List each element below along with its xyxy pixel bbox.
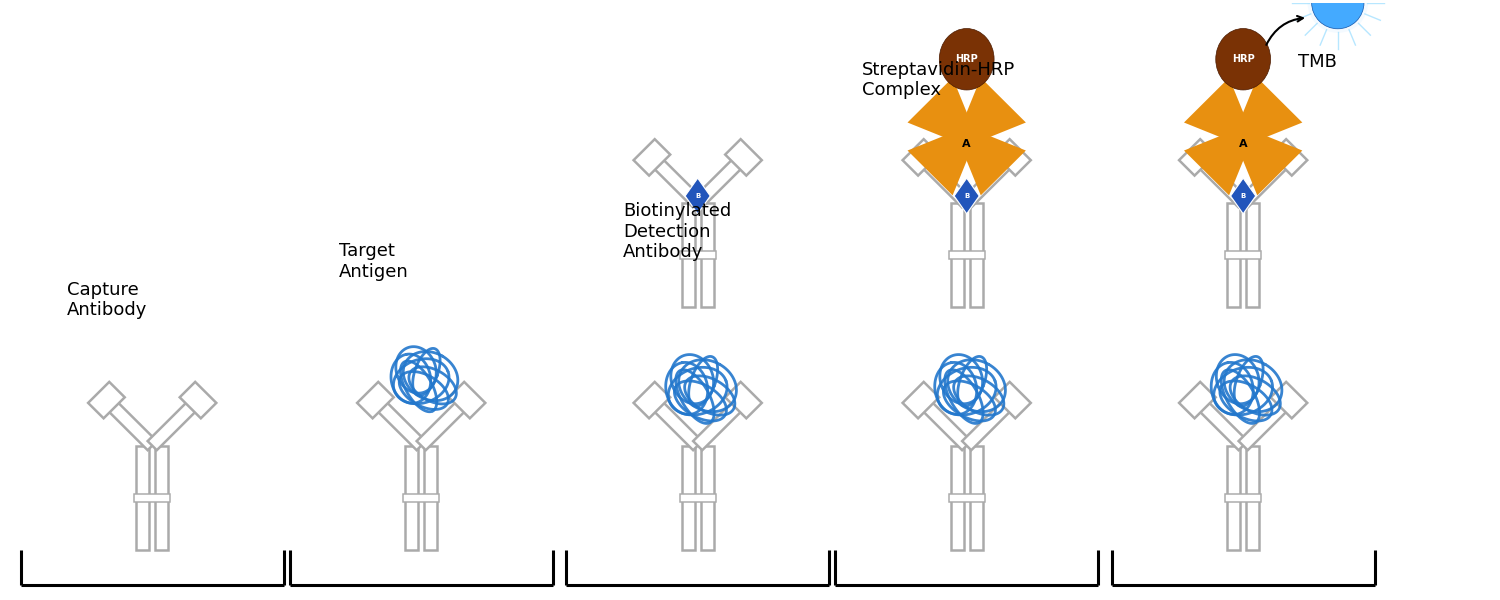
Ellipse shape: [1216, 29, 1270, 90]
Polygon shape: [424, 446, 436, 550]
Ellipse shape: [939, 29, 994, 90]
Polygon shape: [724, 139, 762, 176]
Polygon shape: [370, 395, 426, 450]
Polygon shape: [951, 203, 963, 307]
Bar: [680, 494, 716, 502]
Bar: [135, 494, 170, 502]
Polygon shape: [1230, 178, 1256, 214]
Polygon shape: [448, 382, 486, 418]
Polygon shape: [969, 203, 982, 307]
Polygon shape: [903, 139, 939, 176]
Polygon shape: [1270, 382, 1308, 418]
Text: A: A: [963, 139, 970, 149]
Polygon shape: [154, 446, 168, 550]
Polygon shape: [962, 153, 1017, 208]
Polygon shape: [633, 382, 670, 418]
Polygon shape: [700, 446, 714, 550]
Polygon shape: [1236, 130, 1302, 196]
Bar: [950, 494, 984, 502]
Text: Biotinylated
Detection
Antibody: Biotinylated Detection Antibody: [622, 202, 730, 262]
Polygon shape: [951, 446, 963, 550]
Text: HRP: HRP: [956, 54, 978, 64]
Polygon shape: [1192, 153, 1248, 208]
Polygon shape: [682, 203, 694, 307]
Polygon shape: [916, 153, 972, 208]
Polygon shape: [962, 395, 1017, 450]
Text: A: A: [1239, 139, 1248, 149]
Text: HRP: HRP: [1232, 54, 1254, 64]
Polygon shape: [1246, 446, 1258, 550]
Polygon shape: [1184, 130, 1250, 196]
Bar: [1226, 494, 1262, 502]
Polygon shape: [88, 382, 125, 418]
Text: B: B: [964, 193, 969, 199]
Polygon shape: [724, 382, 762, 418]
Bar: [404, 494, 439, 502]
Polygon shape: [686, 178, 709, 214]
Polygon shape: [633, 139, 670, 176]
Polygon shape: [405, 446, 418, 550]
Polygon shape: [1246, 203, 1258, 307]
Polygon shape: [1270, 139, 1308, 176]
Polygon shape: [417, 395, 471, 450]
Polygon shape: [1184, 77, 1250, 143]
Text: Target
Antigen: Target Antigen: [339, 242, 410, 281]
Text: B: B: [694, 193, 700, 199]
Polygon shape: [700, 203, 714, 307]
Circle shape: [1232, 125, 1256, 148]
Polygon shape: [357, 382, 393, 418]
Polygon shape: [147, 395, 202, 450]
Polygon shape: [994, 382, 1030, 418]
Polygon shape: [1227, 203, 1240, 307]
Polygon shape: [960, 130, 1026, 196]
Text: Capture
Antibody: Capture Antibody: [68, 281, 147, 319]
Text: Streptavidin-HRP
Complex: Streptavidin-HRP Complex: [862, 61, 1016, 100]
Polygon shape: [648, 153, 702, 208]
Polygon shape: [693, 153, 748, 208]
Polygon shape: [969, 446, 982, 550]
Bar: [680, 251, 716, 259]
Ellipse shape: [1312, 0, 1364, 28]
Ellipse shape: [1311, 0, 1364, 29]
Polygon shape: [1179, 139, 1215, 176]
Polygon shape: [908, 77, 974, 143]
Polygon shape: [903, 382, 939, 418]
Circle shape: [954, 125, 978, 148]
Polygon shape: [1227, 446, 1240, 550]
Polygon shape: [102, 395, 158, 450]
Ellipse shape: [1308, 0, 1368, 33]
Polygon shape: [1192, 395, 1248, 450]
Text: B: B: [1240, 193, 1246, 199]
Polygon shape: [136, 446, 148, 550]
Polygon shape: [648, 395, 702, 450]
Polygon shape: [960, 77, 1026, 143]
Polygon shape: [1239, 153, 1293, 208]
Bar: [950, 251, 984, 259]
Polygon shape: [1239, 395, 1293, 450]
Polygon shape: [693, 395, 748, 450]
Polygon shape: [908, 130, 974, 196]
Text: TMB: TMB: [1299, 53, 1338, 71]
Bar: [1226, 251, 1262, 259]
Polygon shape: [954, 178, 980, 214]
Polygon shape: [1179, 382, 1215, 418]
Ellipse shape: [1317, 0, 1359, 23]
Polygon shape: [994, 139, 1030, 176]
Polygon shape: [180, 382, 216, 418]
Polygon shape: [1236, 77, 1302, 143]
Polygon shape: [682, 446, 694, 550]
Polygon shape: [916, 395, 972, 450]
